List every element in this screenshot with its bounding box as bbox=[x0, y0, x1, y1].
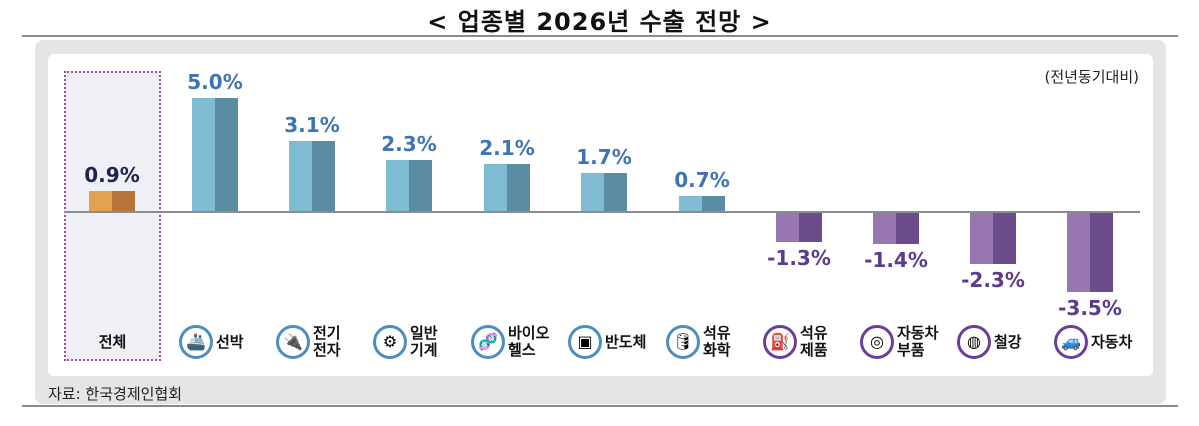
category-label: 선박 bbox=[216, 332, 244, 351]
category-label: 전기 전자 bbox=[313, 325, 341, 359]
category-label-total: 전체 bbox=[98, 333, 127, 351]
bar-face-light bbox=[192, 98, 215, 212]
zero-baseline bbox=[64, 211, 1140, 213]
bar-11 bbox=[1067, 212, 1113, 292]
category-item: 🔌 전기 전자 bbox=[276, 320, 341, 364]
category-item: 🚢 선박 bbox=[179, 320, 244, 364]
source-note: 자료: 한국경제인협회 bbox=[48, 385, 183, 403]
unit-note: (전년동기대비) bbox=[1044, 68, 1139, 86]
category-label-line1: 전기 bbox=[313, 324, 341, 342]
bar-9 bbox=[873, 212, 919, 244]
gears-icon: ⚙ bbox=[373, 325, 407, 359]
category-item: 🛢 석유 화학 bbox=[666, 320, 731, 364]
bar-face-light bbox=[581, 173, 604, 212]
bar-face-light bbox=[679, 196, 702, 212]
bar-face-dark bbox=[993, 212, 1016, 264]
bar-face-dark bbox=[507, 164, 530, 212]
bar-8 bbox=[776, 212, 822, 242]
data-label: 1.7% bbox=[576, 145, 632, 169]
category-label-line2: 화학 bbox=[703, 341, 731, 359]
category-item: 🚙 자동차 bbox=[1054, 320, 1132, 364]
bar-7 bbox=[679, 196, 725, 212]
bar-face-dark bbox=[604, 173, 627, 212]
category-label: 석유 화학 bbox=[703, 325, 731, 359]
tanker-car-icon: 🛢 bbox=[666, 325, 700, 359]
data-label: 5.0% bbox=[187, 70, 243, 94]
bar-face-dark bbox=[1090, 212, 1113, 292]
bar-face-dark bbox=[409, 160, 432, 212]
category-item: ▣ 반도체 bbox=[568, 320, 646, 364]
bar-3 bbox=[289, 141, 335, 212]
data-label: 2.3% bbox=[381, 132, 437, 156]
data-label: -1.3% bbox=[767, 246, 831, 270]
total-highlight-box bbox=[64, 71, 161, 361]
bar-face-light bbox=[386, 160, 409, 212]
category-item: ⚙ 일반 기계 bbox=[373, 320, 438, 364]
category-label: 반도체 bbox=[605, 332, 647, 351]
bar-face-light bbox=[970, 212, 993, 264]
oil-can-icon: ⛽ bbox=[763, 325, 797, 359]
plug-icon: 🔌 bbox=[276, 325, 310, 359]
category-label-line1: 일반 bbox=[410, 324, 438, 342]
category-label-line1: 바이오 bbox=[508, 324, 550, 342]
category-label-line2: 헬스 bbox=[508, 341, 536, 359]
ship-icon: 🚢 bbox=[179, 325, 213, 359]
bar-face-light bbox=[873, 212, 896, 244]
category-label-line2: 부품 bbox=[897, 341, 925, 359]
data-label: -1.4% bbox=[864, 248, 928, 272]
data-label: 2.1% bbox=[479, 136, 535, 160]
data-label: 0.7% bbox=[674, 168, 730, 192]
category-label-line1: 자동차 bbox=[897, 324, 939, 342]
data-label: -2.3% bbox=[961, 268, 1025, 292]
bar-face-light bbox=[289, 141, 312, 212]
bar-face-light bbox=[776, 212, 799, 242]
category-label: 자동차 bbox=[1091, 332, 1133, 351]
category-label-line2: 전자 bbox=[313, 341, 341, 359]
bar-face-light bbox=[484, 164, 507, 212]
category-item: ◍ 철강 bbox=[957, 320, 1022, 364]
data-label: -3.5% bbox=[1058, 296, 1122, 320]
category-label-line1: 석유 bbox=[800, 324, 828, 342]
category-label-line2: 제품 bbox=[800, 341, 828, 359]
bar-6 bbox=[581, 173, 627, 212]
category-label: 일반 기계 bbox=[410, 325, 438, 359]
category-label-line1: 반도체 bbox=[605, 332, 647, 351]
bar-face-light bbox=[1067, 212, 1090, 292]
bar-face-dark bbox=[215, 98, 238, 212]
bar-1 bbox=[89, 191, 135, 212]
category-label-line2: 기계 bbox=[410, 341, 438, 359]
category-label: 바이오 헬스 bbox=[508, 325, 549, 359]
category-label: 석유 제품 bbox=[800, 325, 828, 359]
category-item: ⛽ 석유 제품 bbox=[763, 320, 828, 364]
dna-icon: 🧬 bbox=[471, 325, 505, 359]
bar-face-dark bbox=[702, 196, 725, 212]
bar-face-dark bbox=[896, 212, 919, 244]
tires-icon: ◎ bbox=[860, 325, 894, 359]
category-label: 자동차 부품 bbox=[897, 325, 938, 359]
category-label-line1: 자동차 bbox=[1091, 332, 1133, 351]
bar-2 bbox=[192, 98, 238, 212]
data-label: 3.1% bbox=[284, 113, 340, 137]
car-icon: 🚙 bbox=[1054, 325, 1088, 359]
bar-4 bbox=[386, 160, 432, 212]
bar-5 bbox=[484, 164, 530, 212]
chip-icon: ▣ bbox=[568, 325, 602, 359]
category-item: ◎ 자동차 부품 bbox=[860, 320, 938, 364]
category-item: 🧬 바이오 헬스 bbox=[471, 320, 549, 364]
bar-face-light bbox=[89, 191, 112, 212]
bottom-divider bbox=[22, 405, 1178, 407]
chart-title: < 업종별 2026년 수출 전망 > bbox=[427, 8, 772, 36]
bar-face-dark bbox=[112, 191, 135, 212]
category-label: 철강 bbox=[994, 332, 1022, 351]
bar-face-dark bbox=[799, 212, 822, 242]
category-label-line1: 철강 bbox=[994, 332, 1022, 351]
bar-10 bbox=[970, 212, 1016, 264]
category-label-line1: 석유 bbox=[703, 324, 731, 342]
bar-face-dark bbox=[312, 141, 335, 212]
category-label-line1: 선박 bbox=[216, 332, 244, 351]
steel-coils-icon: ◍ bbox=[957, 325, 991, 359]
data-label: 0.9% bbox=[84, 163, 140, 187]
top-divider bbox=[22, 35, 1178, 37]
